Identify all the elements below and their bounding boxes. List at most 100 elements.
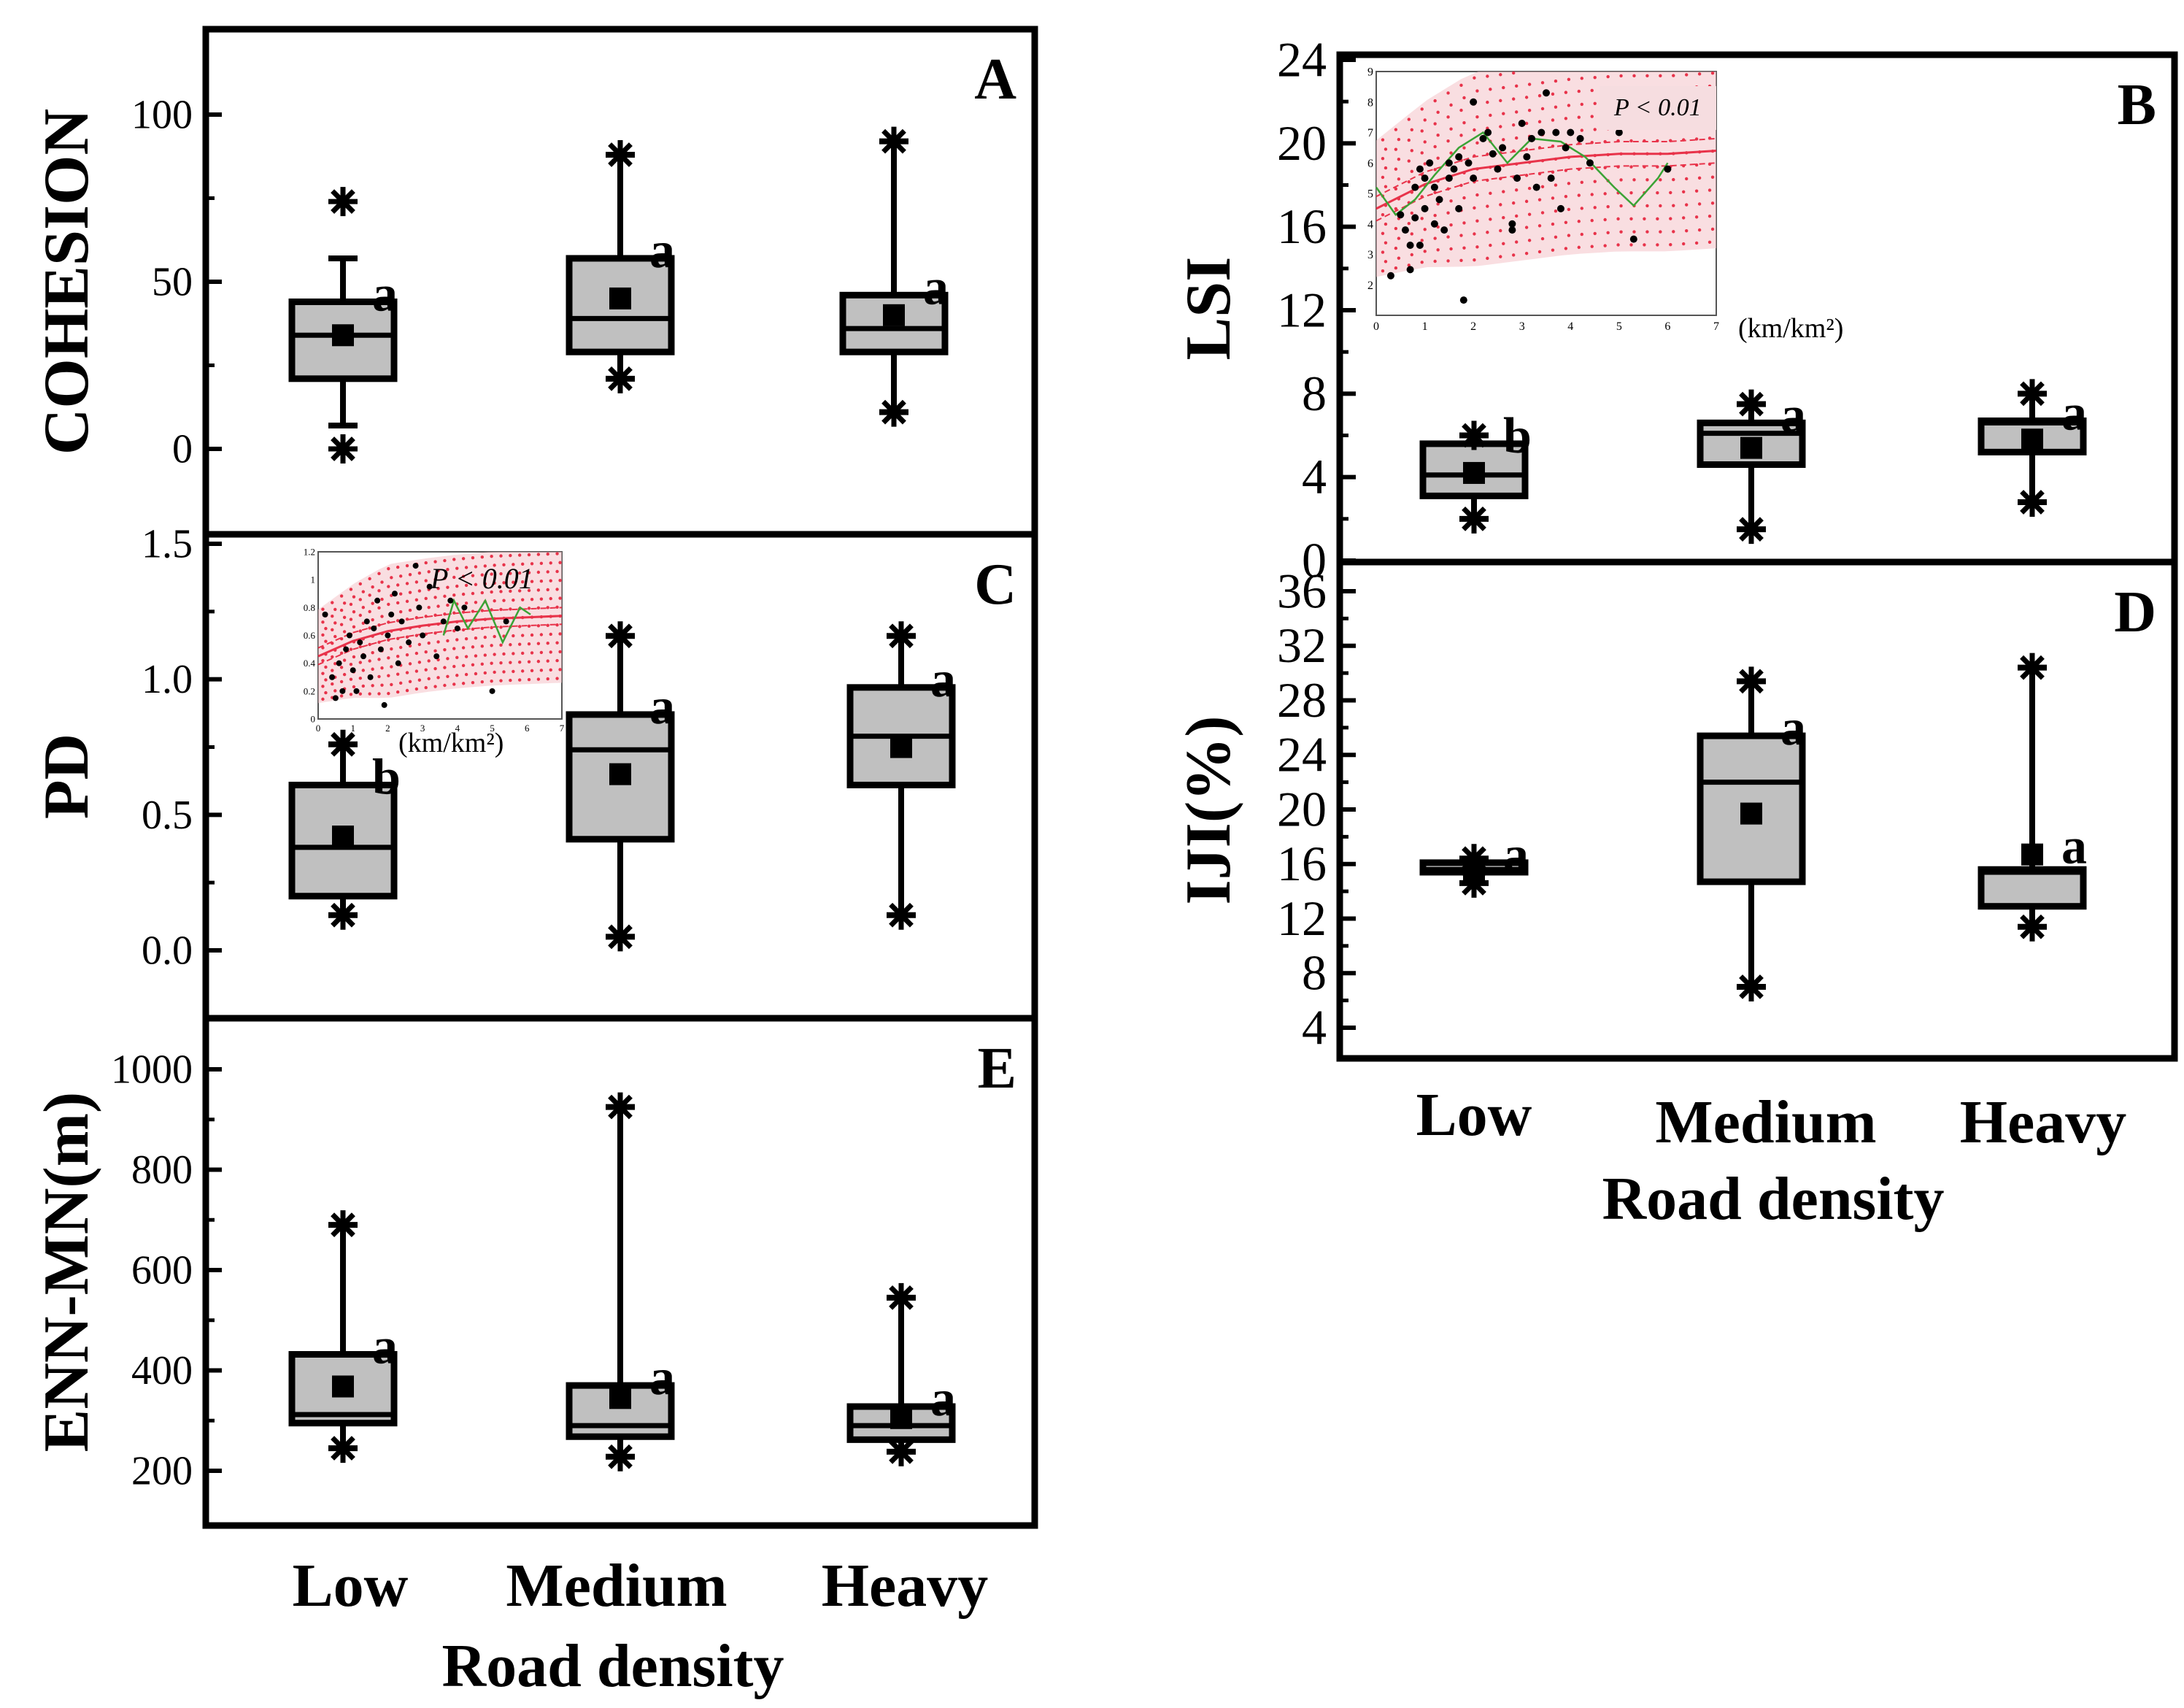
band-dot [352,595,356,599]
outlier-marker-d2 [881,399,906,425]
inset-p-value: P < 0.01 [1613,94,1702,121]
band-dot [1459,234,1463,237]
band-dot [1527,239,1532,242]
outlier-marker [328,729,358,759]
y-tick-label: 16 [1277,199,1327,254]
band-dot [390,665,393,669]
band-dot [368,692,371,696]
band-dot [1551,118,1555,122]
band-dot [1537,93,1542,98]
inset-point [1552,128,1560,136]
band-dot [331,615,334,618]
inset-point [1508,226,1516,234]
band-dot [417,642,422,647]
y-tick-label: 32 [1277,618,1327,673]
band-dot [1410,232,1414,236]
band-dot [1540,236,1545,241]
band-dot [452,664,456,669]
band-dot [1524,96,1529,99]
band-dot [1697,202,1702,206]
inset-point [374,597,381,604]
band-dot [1527,212,1532,216]
band-dot [1554,235,1558,239]
band-dot [331,601,334,604]
band-dot [520,598,525,601]
band-dot [333,607,337,612]
band-dot [461,592,466,596]
band-dot [371,601,374,605]
band-dot [339,651,344,655]
inset-x-tick-label: 6 [525,723,530,734]
band-dot [483,635,487,639]
inset-point [454,625,460,631]
band-dot [377,692,381,696]
y-tick-label: 1.5 [142,521,193,566]
inset-point [1537,128,1546,136]
band-dot [1489,218,1492,221]
band-dot [509,589,512,593]
inset-point [1513,174,1521,182]
significance-letter: a [1503,827,1529,883]
band-dot [398,592,403,596]
band-dot [1499,99,1502,103]
inset-confidence-line [317,623,563,666]
band-dot [527,571,531,574]
band-dot [1433,168,1437,172]
band-dot [1475,89,1479,93]
band-dot [1554,209,1558,213]
band-dot [417,571,422,575]
inset-point [1440,226,1448,234]
band-dot [1603,192,1607,196]
inset-point [1430,183,1438,191]
band-dot [1462,146,1466,150]
band-dot [1499,228,1502,233]
band-dot [424,579,428,582]
band-dot [474,565,478,569]
band-dot [433,613,437,618]
band-dot [414,669,419,673]
band-dot [1475,141,1479,145]
outlier-marker-d2 [331,436,355,461]
outlier-marker [879,126,908,156]
band-dot [1502,138,1505,142]
inset-point [346,632,352,639]
band-dot [1462,221,1466,225]
inset-point [332,695,339,701]
band-dot [558,650,562,654]
band-dot [1489,88,1492,91]
band-dot [436,569,440,572]
band-dot [1681,216,1686,220]
outlier-marker [328,434,358,463]
band-dot [1381,175,1385,180]
band-dot [1659,204,1662,208]
band-dot [1619,178,1623,182]
band-dot [474,601,478,604]
outlier-marker-d2 [889,1439,914,1464]
mean-marker [1463,461,1485,484]
band-dot [1381,269,1385,273]
band-dot [502,599,506,602]
band-dot [1394,266,1398,270]
band-dot [358,582,363,586]
outlier-marker-d2 [1739,974,1764,999]
band-dot [1540,185,1545,189]
band-dot [1473,258,1476,262]
inset-point [1562,144,1570,152]
band-dot [1564,247,1568,250]
band-dot [464,655,468,658]
inset-point [1426,159,1434,167]
band-dot [1511,97,1516,101]
band-dot [1423,118,1427,122]
outlier-marker-d2 [1462,871,1486,896]
inset-point [1479,134,1487,142]
band-dot [398,574,403,578]
x-category-medium-right: Medium [1655,1088,1876,1156]
band-dot [1394,187,1398,191]
outlier-marker [887,900,916,930]
band-dot [377,623,381,627]
inset-x-tick-label: 7 [560,723,565,734]
band-dot [546,641,549,645]
band-dot [1436,248,1440,252]
outlier-marker [328,1210,358,1240]
